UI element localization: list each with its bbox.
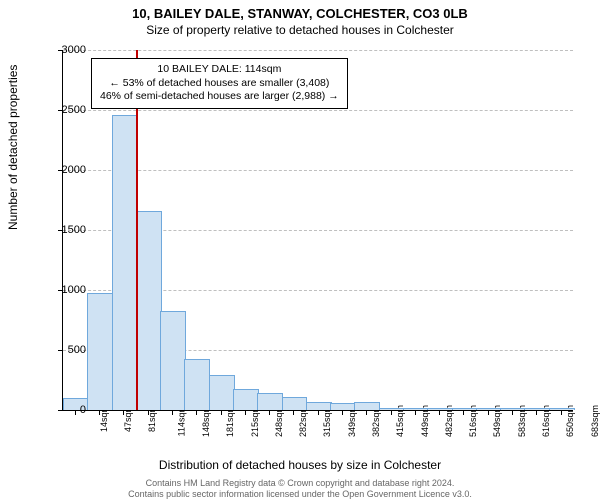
xtick-mark [463,410,464,415]
histogram-bar [354,402,380,410]
xtick-mark [561,410,562,415]
ytick-label: 2500 [46,104,86,116]
histogram-bar [500,408,526,410]
xtick-label: 683sqm [590,405,600,437]
x-axis-label: Distribution of detached houses by size … [0,458,600,472]
histogram-bar [306,402,332,410]
xtick-mark [366,410,367,415]
ytick-label: 500 [46,344,86,356]
histogram-bar [427,408,453,410]
annotation-line1: 10 BAILEY DALE: 114sqm [100,63,339,77]
gridline [63,110,573,111]
histogram-bar [112,115,138,410]
xtick-mark [196,410,197,415]
gridline [63,50,573,51]
xtick-mark [123,410,124,415]
xtick-mark [318,410,319,415]
histogram-bar [136,211,162,410]
xtick-mark [536,410,537,415]
xtick-mark [293,410,294,415]
annotation-line3: 46% of semi-detached houses are larger (… [100,90,339,104]
ytick-label: 1000 [46,284,86,296]
plot-area: 14sqm47sqm81sqm114sqm148sqm181sqm215sqm2… [62,50,573,411]
chart-titles: 10, BAILEY DALE, STANWAY, COLCHESTER, CO… [0,0,600,37]
histogram-bar [403,408,429,410]
xtick-mark [99,410,100,415]
histogram-bar [282,397,308,410]
xtick-mark [342,410,343,415]
footer-line1: Contains HM Land Registry data © Crown c… [0,478,600,489]
ytick-label: 1500 [46,224,86,236]
histogram-bar [184,359,210,410]
xtick-mark [221,410,222,415]
xtick-mark [488,410,489,415]
annotation-box: 10 BAILEY DALE: 114sqm ← 53% of detached… [91,58,348,109]
xtick-mark [172,410,173,415]
xtick-mark [512,410,513,415]
histogram-bar [87,293,113,410]
histogram-bar [160,311,186,410]
xtick-mark [415,410,416,415]
footer-attribution: Contains HM Land Registry data © Crown c… [0,478,600,500]
gridline [63,170,573,171]
histogram-bar [209,375,235,410]
xtick-mark [245,410,246,415]
chart-title-desc: Size of property relative to detached ho… [0,23,600,37]
footer-line2: Contains public sector information licen… [0,489,600,500]
xtick-mark [269,410,270,415]
y-axis-label: Number of detached properties [6,65,20,230]
chart-title-address: 10, BAILEY DALE, STANWAY, COLCHESTER, CO… [0,6,600,21]
histogram-bar [257,393,283,410]
ytick-label: 2000 [46,164,86,176]
histogram-bar [330,403,356,410]
xtick-mark [148,410,149,415]
annotation-line2: ← 53% of detached houses are smaller (3,… [100,77,339,91]
histogram-bar [233,389,259,410]
ytick-label: 3000 [46,44,86,56]
chart-container: 10, BAILEY DALE, STANWAY, COLCHESTER, CO… [0,0,600,500]
ytick-label: 0 [46,404,86,416]
xtick-mark [439,410,440,415]
xtick-mark [391,410,392,415]
